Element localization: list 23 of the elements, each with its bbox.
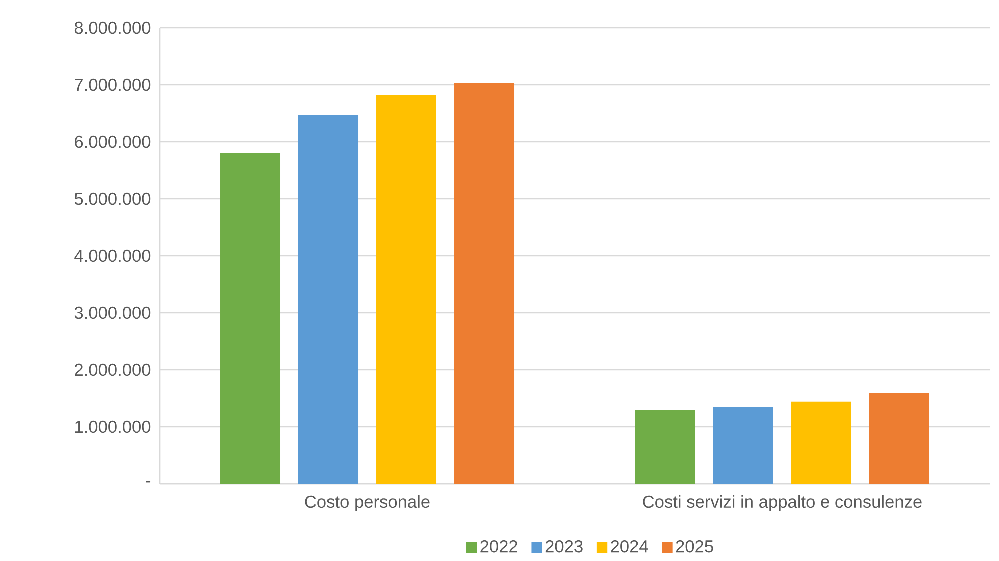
bar [376,95,437,484]
y-tick-label: 7.000.000 [75,79,151,92]
bar [714,407,774,484]
bar [220,154,281,484]
bar [454,84,515,484]
y-tick-label: 1.000.000 [76,421,151,434]
legend-label: 2024 [611,540,648,553]
y-tick-label: 2.000.000 [75,364,151,376]
x-tick-label: Costo personale [305,496,430,512]
legend-label: 2022 [480,540,518,553]
x-tick-label: Costi servizi in appalto e consulenze [643,496,922,512]
legend-label: 2023 [546,540,583,553]
bar [870,394,930,484]
y-tick-label: 4.000.000 [74,250,151,262]
y-tick-label: - [146,482,151,483]
y-tick-label: 8.000.000 [74,22,151,34]
bar [792,402,852,484]
y-tick-label: 6.000.000 [75,136,151,148]
legend-label: 2025 [676,540,714,553]
y-tick-label: 5.000.000 [74,193,151,206]
bar [298,115,359,484]
bar [636,410,696,484]
y-tick-label: 3.000.000 [74,307,151,320]
